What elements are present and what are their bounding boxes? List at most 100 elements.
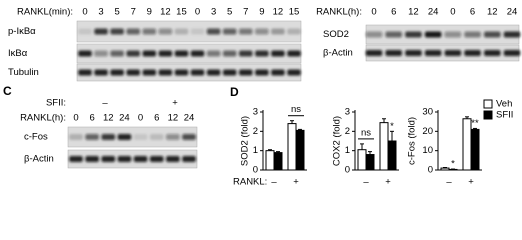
lane-label: 3 (211, 7, 216, 18)
y-tick-label: 0 (253, 165, 258, 176)
band (222, 69, 237, 76)
band (424, 50, 442, 56)
band (239, 28, 253, 35)
lane-label: 7 (131, 7, 136, 18)
lane-label: 9 (259, 7, 264, 18)
band (271, 50, 285, 57)
lane-label: 12 (487, 7, 498, 18)
y-tick-label: 30 (422, 107, 433, 118)
lane-label: 6 (391, 7, 396, 18)
band (222, 28, 237, 35)
band (126, 28, 140, 35)
axis-label: RANKL(h): (20, 113, 66, 124)
bar (387, 140, 397, 171)
significance: * (451, 159, 455, 170)
x-tick-label: – (363, 177, 369, 188)
band (174, 69, 189, 76)
x-tick-label: + (385, 177, 391, 188)
lane-label: 0 (73, 113, 78, 124)
band (142, 28, 157, 35)
y-tick-label: 1 (253, 145, 258, 156)
band (190, 28, 205, 35)
lane-label: 5 (227, 7, 232, 18)
figure: C D RANKL(min): 0 3 5 7 9 12 15 0 3 5 7 9 12 15p-IκBαI… (3, 7, 521, 188)
y-tick-label: 0 (428, 165, 433, 176)
band (464, 50, 481, 56)
lane-label: 12 (160, 7, 171, 18)
treatment: + (172, 98, 178, 109)
lane-label: 5 (115, 7, 120, 18)
band (78, 69, 92, 76)
lane-label: 24 (428, 7, 439, 18)
band (444, 31, 462, 38)
band (142, 69, 157, 76)
band (94, 28, 108, 35)
blot-bands (78, 69, 301, 76)
treatment: – (102, 98, 108, 109)
lane-label: 15 (289, 7, 300, 18)
band (142, 50, 157, 57)
band (166, 134, 180, 140)
lane-label: 12 (408, 7, 419, 18)
band (94, 69, 108, 76)
row-label: β-Actin (323, 48, 353, 59)
lane-label: 12 (103, 113, 114, 124)
x-tick-label: – (271, 177, 277, 188)
bar (295, 129, 305, 171)
band (287, 28, 301, 35)
band (405, 50, 422, 56)
blot-bands (78, 28, 301, 35)
y-tick-label: 0 (345, 165, 350, 176)
bracket-label: ns (361, 127, 371, 138)
band (271, 69, 285, 76)
band (464, 31, 481, 38)
band (484, 31, 501, 38)
y-tick-label: 2 (345, 126, 350, 137)
lane-label: 0 (82, 7, 87, 18)
x-tick-label: – (446, 177, 452, 188)
row-label: p-IκBα (8, 26, 36, 37)
panel-label: D (230, 85, 239, 99)
blot-background (67, 126, 198, 148)
band (424, 31, 442, 38)
bar (287, 123, 297, 171)
blot-background (67, 149, 198, 169)
band (149, 134, 164, 140)
lane-label: 9 (147, 7, 152, 18)
band (69, 134, 83, 140)
blot-bands (69, 156, 196, 162)
y-tick-label: 2 (253, 126, 258, 137)
band (158, 28, 173, 35)
y-axis-label: COX2 (fold) (332, 116, 343, 166)
lane-label: 24 (507, 7, 518, 18)
band (206, 28, 221, 35)
bracket-label: ns (291, 104, 301, 115)
band (255, 69, 269, 76)
band (239, 69, 253, 76)
lane-label: 0 (195, 7, 200, 18)
band (78, 28, 92, 35)
band (239, 50, 253, 57)
band (174, 50, 189, 57)
x-axis-label: RANKL: (233, 177, 267, 188)
band (174, 28, 189, 35)
band (287, 50, 301, 57)
x-tick-label: + (468, 177, 474, 188)
blot-background (76, 63, 302, 82)
lane-label: 6 (470, 7, 475, 18)
band (158, 69, 173, 76)
band (158, 50, 173, 57)
lane-label: 24 (184, 113, 195, 124)
x-tick-label: + (293, 177, 299, 188)
y-tick-label: 3 (345, 107, 350, 118)
row-label: c-Fos (24, 132, 48, 143)
blot-bands (365, 50, 521, 56)
row-label: IκBα (8, 48, 28, 59)
band (133, 134, 148, 140)
band (255, 50, 269, 57)
lane-label: 15 (176, 7, 187, 18)
legend-label: SFII (496, 110, 513, 121)
band (117, 156, 132, 162)
blot-background (76, 43, 302, 64)
band (405, 31, 422, 38)
